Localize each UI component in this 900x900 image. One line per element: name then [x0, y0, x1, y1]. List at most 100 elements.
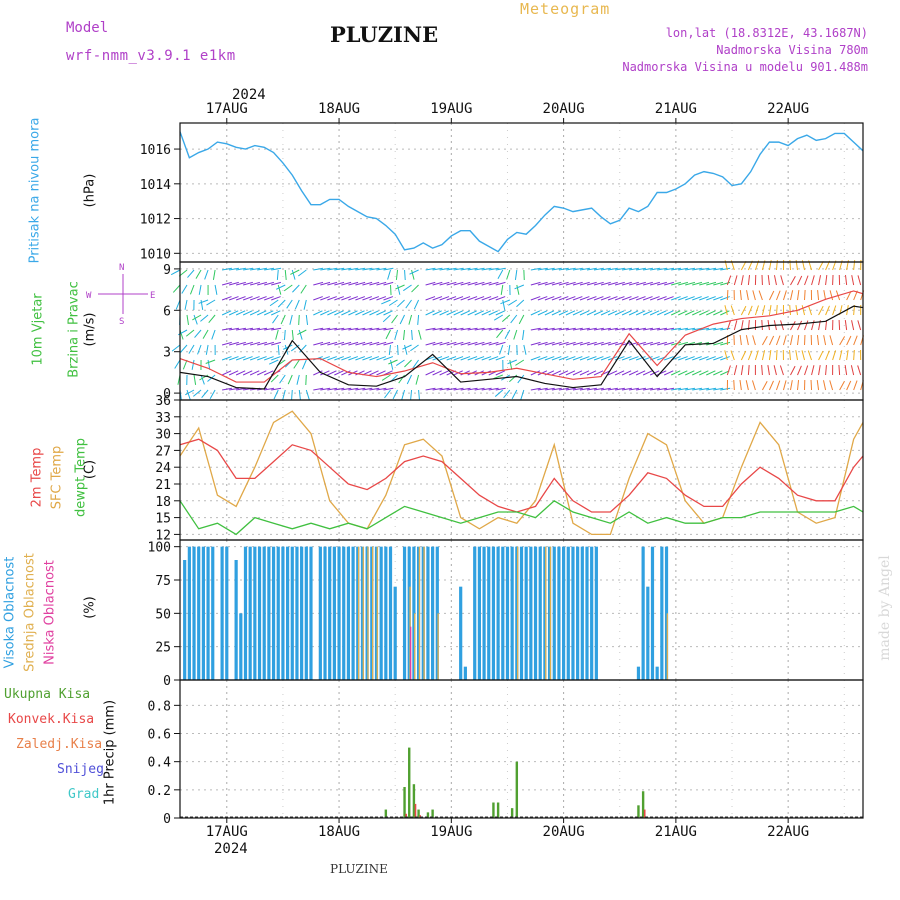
wind-barb	[811, 320, 815, 331]
wind-barb	[453, 310, 463, 316]
wind-barb	[481, 327, 492, 331]
wind-barb	[236, 267, 247, 271]
wind-barb	[446, 356, 457, 361]
cloud-mid-bar	[414, 613, 416, 680]
wind-barb	[327, 267, 338, 271]
wind-barb	[537, 267, 548, 271]
wind-barb	[334, 327, 345, 331]
wind-barb	[446, 327, 457, 331]
wind-barb	[298, 329, 303, 340]
top-day-label: 22AUG	[767, 101, 809, 117]
wind-barb	[453, 327, 464, 331]
bottom-day-label: 18AUG	[318, 824, 360, 840]
wind-barb	[432, 341, 443, 346]
wind-barb	[790, 320, 796, 331]
wind-barb	[381, 299, 391, 305]
y-tick-label: 24	[155, 461, 171, 476]
wind-barb	[713, 267, 724, 271]
wind-barb	[579, 281, 590, 286]
wind-barb	[768, 380, 774, 391]
wind-barb	[257, 341, 267, 346]
cloud-high-bar	[192, 546, 196, 680]
wind-barb	[493, 374, 503, 380]
wind-barb	[593, 341, 604, 346]
cloud-high-bar	[505, 546, 510, 680]
wind-barb	[713, 296, 723, 301]
wind-barb	[376, 327, 387, 331]
model-elevation-label: Nadmorska Visina u modelu 901.488m	[622, 60, 868, 74]
wind-barb	[369, 387, 380, 391]
wind-barb	[537, 296, 548, 301]
wind-barb	[628, 296, 639, 301]
wind-barb	[283, 344, 293, 350]
wind-barb	[257, 356, 267, 361]
wind-barb	[782, 335, 787, 346]
cloud-high-bar	[487, 546, 491, 680]
wind-barb	[362, 327, 373, 331]
wind-barb	[294, 299, 300, 310]
wind-barb	[678, 387, 689, 391]
wind-barb	[467, 281, 478, 286]
wind-barb	[713, 370, 723, 376]
wind-barb	[733, 320, 738, 331]
wind-barb	[593, 327, 604, 331]
cloud-high-bar	[243, 546, 248, 680]
wind-barb	[839, 336, 846, 346]
elevation-label: Nadmorska Visina 780m	[716, 43, 868, 57]
wind-barb	[706, 370, 716, 376]
wind-barb	[250, 281, 260, 286]
wind-barb	[530, 387, 541, 391]
wind-barb	[271, 267, 282, 271]
bottom-day-label: 21AUG	[655, 824, 697, 840]
wind-barb	[699, 267, 710, 271]
wind-barb	[395, 284, 405, 290]
wind-barb	[446, 267, 457, 271]
wind-barb	[537, 341, 548, 346]
wind-barb	[713, 341, 724, 346]
wind-barb	[236, 327, 247, 331]
cloud-high-bar	[477, 546, 481, 680]
cloud-high-bar	[356, 546, 360, 680]
wind-barb	[272, 314, 279, 324]
cloud-high-bar	[318, 546, 322, 680]
wind-barb	[242, 296, 253, 301]
wind-barb	[720, 310, 730, 316]
wind-barb	[551, 387, 562, 391]
y-tick-label: 3	[163, 346, 171, 361]
cloud-high-bar	[562, 546, 566, 680]
wind-barb	[657, 327, 668, 331]
wind-barb	[572, 356, 583, 361]
wind-barb	[817, 289, 820, 301]
wind-barb	[313, 296, 323, 301]
wind-barb	[181, 284, 188, 294]
wind-barb	[600, 281, 611, 286]
temp-2m-line	[179, 438, 864, 513]
wind-barb	[413, 299, 420, 310]
wind-barb	[222, 267, 233, 271]
wind-barb	[509, 374, 518, 383]
wind-barb	[494, 389, 504, 397]
cloud-high-bar	[547, 546, 552, 680]
wind-barb	[467, 296, 478, 301]
wind-barb	[544, 310, 555, 316]
wind-barb	[243, 281, 253, 286]
wind-barb	[205, 359, 216, 364]
wind-barb	[510, 314, 518, 324]
wind-barb	[720, 327, 731, 331]
wind-barb	[558, 281, 569, 286]
wind-barb	[395, 269, 399, 280]
wind-barb	[409, 269, 419, 275]
wind-barb	[263, 370, 274, 376]
wind-barb	[305, 389, 310, 400]
wind-gust-line	[179, 290, 864, 383]
wind-barb	[600, 356, 611, 361]
wind-barb	[614, 370, 625, 376]
wind-barb	[818, 260, 824, 271]
wind-barb	[650, 281, 660, 286]
panel-frame-pressure	[179, 122, 864, 263]
wind-barb	[376, 267, 387, 271]
wind-barb	[670, 310, 681, 316]
wind-barb	[271, 387, 282, 391]
wind-barb	[200, 314, 209, 322]
wind-barb	[650, 387, 661, 391]
